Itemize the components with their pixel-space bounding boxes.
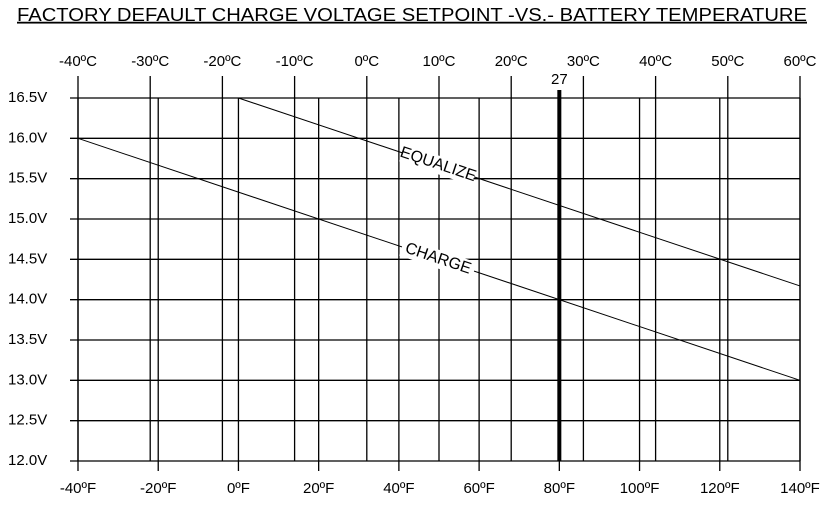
y-tick-label: 12.0V (8, 452, 47, 469)
x-tick-label: 80ºF (544, 480, 575, 497)
x2-tick-label: 20ºC (495, 53, 528, 70)
reference-label: 27 (551, 71, 568, 88)
x2-tick-label: 40ºC (639, 53, 672, 70)
y-tick-label: 16.0V (8, 129, 47, 146)
x2-tick-label: 50ºC (711, 53, 744, 70)
x-tick-label: 20ºF (303, 480, 334, 497)
x2-tick-label: 60ºC (784, 53, 817, 70)
x-tick-label: -40ºF (60, 480, 96, 497)
x2-tick-label: -30ºC (131, 53, 169, 70)
x2-tick-label: -40ºC (59, 53, 97, 70)
x-tick-label: 120ºF (700, 480, 740, 497)
x2-tick-label: -10ºC (276, 53, 314, 70)
x-tick-label: 60ºF (463, 480, 494, 497)
x-tick-label: 0ºF (227, 480, 250, 497)
label-background (399, 144, 477, 186)
x-tick-label: 40ºF (383, 480, 414, 497)
chart-title: FACTORY DEFAULT CHARGE VOLTAGE SETPOINT … (17, 5, 807, 25)
y-tick-label: 15.5V (8, 170, 47, 187)
y-tick-label: 15.0V (8, 210, 47, 227)
x2-tick-label: -20ºC (203, 53, 241, 70)
y-tick-label: 14.0V (8, 291, 47, 308)
y-tick-label: 16.5V (8, 89, 47, 106)
y-tick-label: 13.5V (8, 331, 47, 348)
y-tick-label: 12.5V (8, 412, 47, 429)
label-background (399, 238, 477, 280)
y-tick-label: 13.0V (8, 371, 47, 388)
x-tick-label: -20ºF (140, 480, 176, 497)
x-tick-label: 100ºF (620, 480, 660, 497)
line (238, 97, 801, 287)
x2-tick-label: 0ºC (354, 53, 379, 70)
y-tick-label: 14.5V (8, 250, 47, 267)
x2-tick-label: 30ºC (567, 53, 600, 70)
x2-tick-label: 10ºC (423, 53, 456, 70)
x-tick-label: 140ºF (780, 480, 820, 497)
series-label: CHARGE (403, 240, 473, 278)
